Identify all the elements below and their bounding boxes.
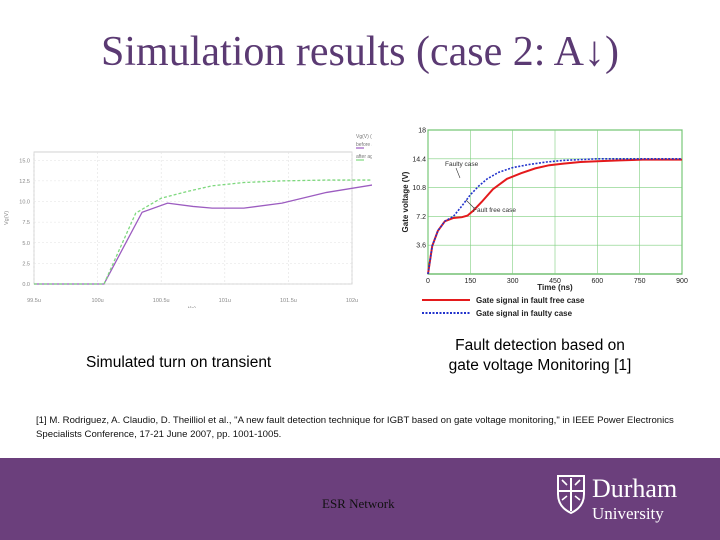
legend-entry: after aging [356, 154, 372, 160]
y-tick-label: 12.5 [19, 179, 30, 185]
reference-line-2: Specialists Conference, 17-21 June 2007,… [36, 429, 282, 440]
annotation-fault-free-case: Fault free case [473, 207, 516, 214]
university-logo: Durham University [556, 472, 696, 526]
y-tick-label: 0.0 [22, 282, 30, 288]
y-tick-label: 5.0 [22, 241, 30, 247]
x-tick-label: 600 [591, 278, 603, 285]
x-tick-label: 0 [426, 278, 430, 285]
x-tick-label: 150 [464, 278, 476, 285]
x-tick-label: 101u [219, 298, 231, 304]
legend-entry: before aging [356, 142, 372, 148]
series-line-after-aging [34, 179, 372, 285]
reference-citation: [1] M. Rodriguez, A. Claudio, D. Theilli… [36, 414, 706, 442]
x-tick-label: 99.5u [27, 298, 41, 304]
logo-name: Durham [592, 474, 678, 503]
x-tick-label: 750 [634, 278, 646, 285]
y-tick-label: 18 [418, 128, 426, 135]
plot-area [33, 151, 353, 285]
simulated-transient-chart: 0.0 2.5 5.0 7.5 10.0 12.5 15.0 99.5u 100u 100.5u 1… [4, 134, 372, 308]
y-tick-label: 10.8 [412, 185, 426, 192]
x-tick-label: 450 [549, 278, 561, 285]
logo-subtitle: University [592, 504, 664, 523]
y-tick-label: 7.5 [22, 220, 30, 226]
caption-fault-detection: Fault detection based on gate voltage Mo… [420, 336, 660, 376]
footer-network-label: ESR Network [322, 496, 395, 511]
caption-simulated-transient: Simulated turn on transient [86, 354, 272, 371]
y-tick-label: 2.5 [22, 261, 30, 267]
caption-fault-detection-line-2: gate voltage Monitoring [1] [448, 357, 632, 374]
y-tick-label: 3.6 [416, 243, 426, 250]
x-tick-label: 900 [676, 278, 688, 285]
x-tick-label: 101.5u [280, 298, 297, 304]
x-tick-label: 100u [91, 298, 103, 304]
y-axis-label: Vg(V) [4, 211, 10, 225]
footer-bar [0, 458, 720, 540]
y-axis-label: Gate voltage (V) [401, 171, 410, 232]
shield-icon [557, 475, 585, 514]
reference-line-1: [1] M. Rodriguez, A. Claudio, D. Theilli… [36, 415, 674, 426]
caption-fault-detection-line-1: Fault detection based on [455, 337, 625, 354]
x-tick-label: 102u [346, 298, 358, 304]
gate-voltage-chart: 3.6 7.2 10.8 14.4 18 0 150 300 450 600 750 900 Time … [401, 128, 688, 319]
legend-entry: Gate signal in fault free case [476, 296, 585, 305]
legend-header: Vg(V) (V) [356, 134, 372, 140]
annotation-faulty-case: Faulty case [445, 161, 479, 168]
annotation-arrow [465, 199, 475, 209]
y-tick-label: 7.2 [416, 214, 426, 221]
series-line-before-aging [34, 184, 372, 285]
series-line-faulty [427, 157, 682, 275]
legend-entry: Gate signal in faulty case [476, 309, 573, 318]
annotation-arrow [455, 167, 461, 179]
y-tick-label: 15.0 [19, 158, 30, 164]
slide-title: Simulation results (case 2: A↓) [101, 29, 619, 75]
series-line-fault-free [427, 158, 682, 275]
x-tick-label: 300 [507, 278, 519, 285]
y-tick-label: 10.0 [19, 200, 30, 206]
x-axis-label: Time (ns) [537, 283, 573, 292]
y-tick-label: 14.4 [412, 156, 426, 163]
x-tick-label: 100.5u [153, 298, 170, 304]
x-axis-label: t(s) [188, 306, 196, 308]
